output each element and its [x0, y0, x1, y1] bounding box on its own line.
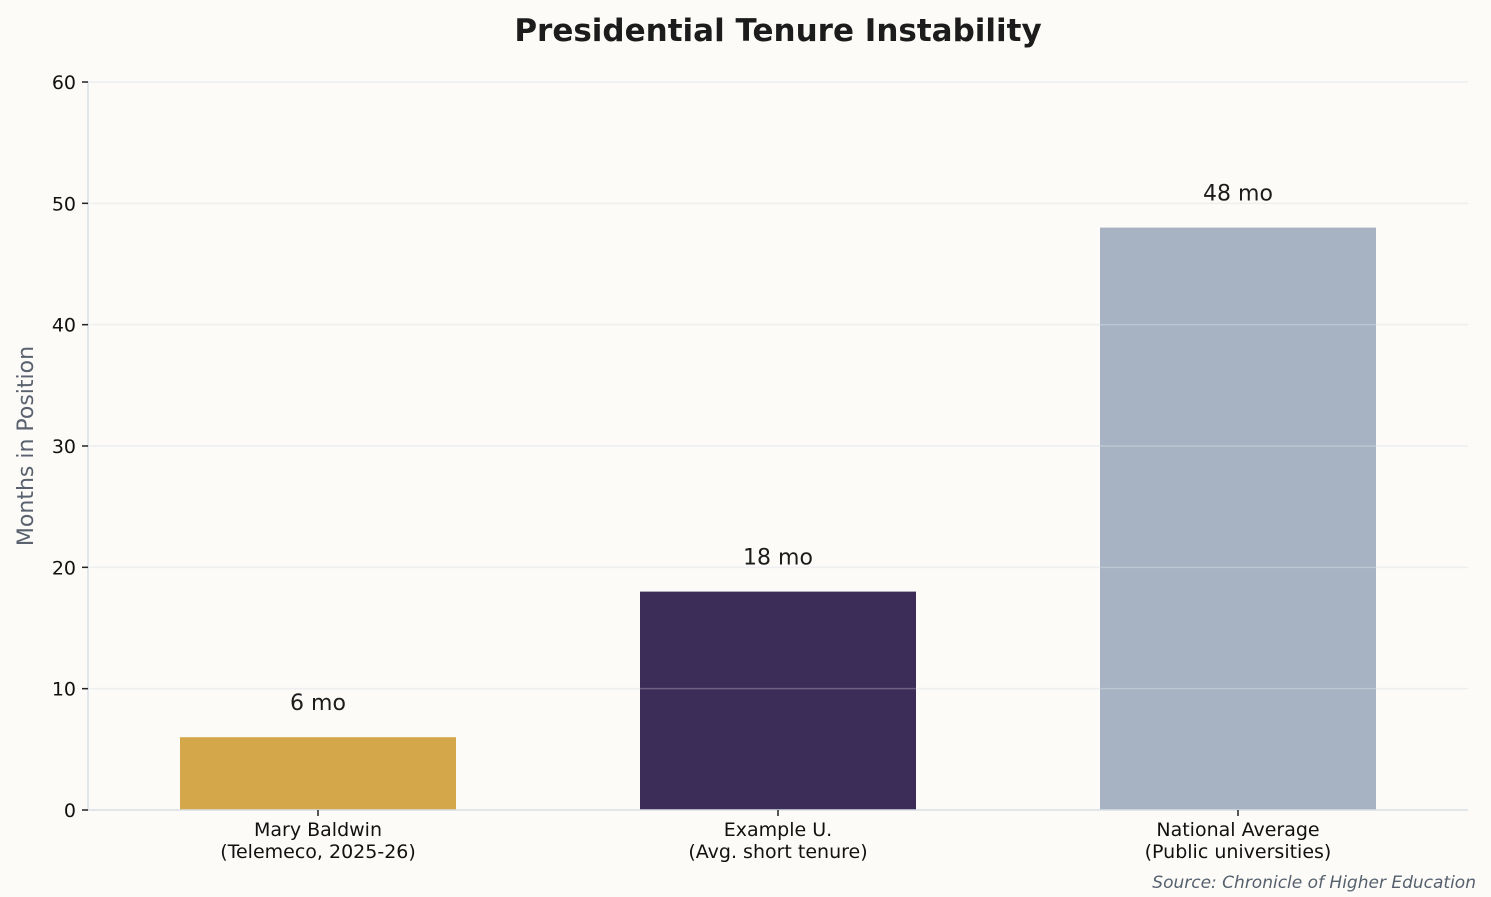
bars	[180, 227, 1376, 811]
x-tick-label: National Average	[1156, 819, 1319, 841]
x-tick-label: (Avg. short tenure)	[688, 841, 867, 863]
x-tick-label: Example U.	[724, 819, 832, 841]
y-tick-label: 10	[52, 679, 76, 701]
bar	[180, 737, 456, 810]
data-labels: 6 mo 18 mo 48 mo	[290, 182, 1273, 717]
y-tick-label: 20	[52, 557, 76, 579]
gridlines-overlay	[88, 81, 1468, 690]
data-label: 48 mo	[1203, 182, 1273, 207]
y-axis-label: Months in Position	[14, 346, 39, 546]
x-tick-label: (Public universities)	[1145, 841, 1332, 863]
data-label: 18 mo	[743, 546, 813, 571]
chart-title: Presidential Tenure Instability	[514, 13, 1041, 49]
x-tick-label: Mary Baldwin	[254, 819, 382, 841]
x-tick-label: (Telemeco, 2025-26)	[220, 841, 416, 863]
x-ticks: Mary Baldwin(Telemeco, 2025-26) Example U…	[220, 810, 1331, 863]
y-tick-label: 40	[52, 315, 76, 337]
data-label: 6 mo	[290, 691, 346, 716]
y-tick-label: 30	[52, 436, 76, 458]
bar	[1100, 227, 1376, 811]
source-note: Source: Chronicle of Higher Education	[1152, 873, 1476, 893]
y-tick-label: 0	[64, 800, 76, 822]
y-tick-label: 60	[52, 72, 76, 94]
y-ticks: 0 10 20 30 40 50 60	[52, 72, 88, 822]
bar	[640, 591, 916, 810]
y-tick-label: 50	[52, 193, 76, 215]
